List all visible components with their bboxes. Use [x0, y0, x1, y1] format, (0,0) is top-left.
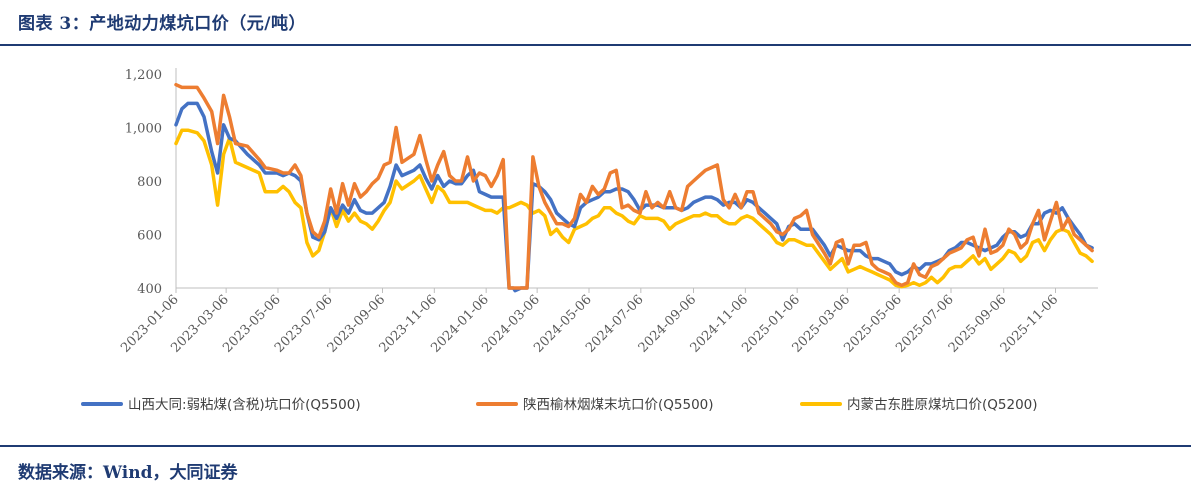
- top-rule: [0, 44, 1191, 46]
- x-axis: 2023-01-062023-03-062023-05-062023-07-06…: [118, 287, 1098, 356]
- y-axis: 400 600 800 1,000 1,200: [125, 68, 177, 297]
- series-line-shanxi-datong: [174, 101, 1094, 293]
- data-source: 数据来源：Wind，大同证券: [18, 463, 238, 483]
- figure-title: 图表 3：产地动力煤坑口价（元/吨）: [18, 14, 306, 34]
- bottom-rule: [0, 445, 1191, 447]
- legend-label-shanxi-datong: 山西大同:弱粘煤(含税)坑口价(Q5500): [128, 397, 361, 413]
- series-line-neimenggu-dongsheng: [174, 128, 1094, 289]
- y-tick-label: 1,200: [125, 68, 162, 83]
- y-tick-label: 800: [137, 175, 162, 190]
- line-chart: 400 600 800 1,000 1,200 2023-01-062023-03-06…: [81, 68, 1098, 413]
- series-layer: [174, 82, 1094, 293]
- y-tick-label: 600: [137, 229, 162, 244]
- series-line-shaanxi-yulin: [174, 82, 1094, 290]
- legend: 山西大同:弱粘煤(含税)坑口价(Q5500) 陕西榆林烟煤末坑口价(Q5500) 内…: [81, 397, 1038, 413]
- y-tick-label: 400: [137, 282, 162, 297]
- legend-label-shaanxi-yulin: 陕西榆林烟煤末坑口价(Q5500): [523, 397, 714, 413]
- legend-label-neimenggu-dongsheng: 内蒙古东胜原煤坑口价(Q5200): [847, 397, 1038, 413]
- y-tick-label: 1,000: [125, 122, 162, 137]
